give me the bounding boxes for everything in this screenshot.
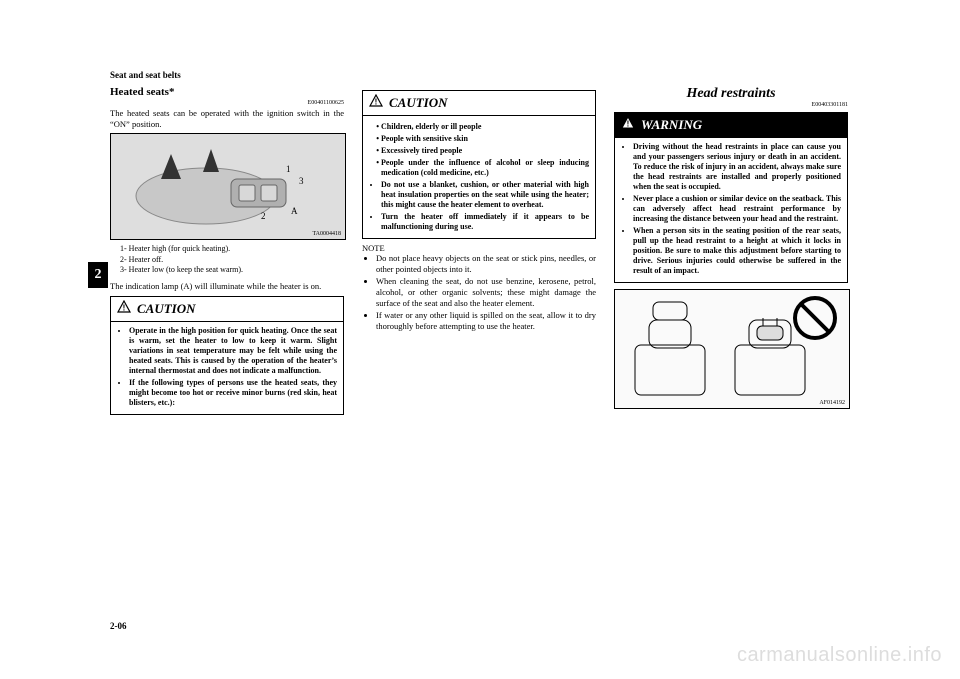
- warning-item: Never place a cushion or similar device …: [633, 194, 841, 224]
- caution-box: ! CAUTION Children, elderly or ill peopl…: [362, 90, 596, 239]
- svg-text:1: 1: [286, 164, 291, 174]
- warning-heading-text: WARNING: [641, 117, 702, 133]
- legend-item: 2- Heater off.: [120, 255, 344, 265]
- warning-triangle-icon: !: [369, 94, 383, 112]
- column-1: Heated seats* E00401100625 The heated se…: [110, 86, 344, 419]
- warning-triangle-icon: !: [117, 300, 131, 318]
- svg-text:!: !: [627, 120, 630, 129]
- note-item: Do not place heavy objects on the seat o…: [376, 253, 596, 274]
- caution-header: ! CAUTION: [111, 297, 343, 322]
- caution-box: ! CAUTION Operate in the high position f…: [110, 296, 344, 415]
- warning-item: Driving without the head restraints in p…: [633, 142, 841, 192]
- caution-item: Operate in the high position for quick h…: [129, 326, 337, 376]
- note-item: When cleaning the seat, do not use benzi…: [376, 276, 596, 308]
- ref-code: E00403301181: [614, 102, 848, 108]
- heated-seat-figure: 1 3 2 A TA0004418: [110, 133, 346, 240]
- intro-text: The heated seats can be operated with th…: [110, 108, 344, 129]
- note-list: Do not place heavy objects on the seat o…: [362, 253, 596, 331]
- legend-item: 1- Heater high (for quick heating).: [120, 244, 344, 254]
- figure-legend: 1- Heater high (for quick heating). 2- H…: [120, 244, 344, 275]
- chapter-tab: 2: [88, 262, 108, 288]
- caution-subitem: People with sensitive skin: [381, 134, 589, 144]
- caution-heading-text: CAUTION: [137, 301, 196, 317]
- caution-header: ! CAUTION: [363, 91, 595, 116]
- warning-box: ! WARNING Driving without the head restr…: [614, 112, 848, 283]
- caution-item: If the following types of persons use th…: [129, 378, 337, 408]
- svg-text:3: 3: [299, 176, 304, 186]
- after-legend-text: The indication lamp (A) will illuminate …: [110, 281, 344, 292]
- warning-item: When a person sits in the seating positi…: [633, 226, 841, 276]
- heated-seats-title: Heated seats*: [110, 86, 344, 98]
- caution-subitem: People under the influence of alcohol or…: [381, 158, 589, 178]
- caution-body: Operate in the high position for quick h…: [111, 322, 343, 414]
- note-label: NOTE: [362, 243, 596, 253]
- svg-text:!: !: [375, 98, 378, 107]
- warning-header: ! WARNING: [615, 113, 847, 138]
- column-3: Head restraints E00403301181 ! WARNING D…: [614, 86, 848, 419]
- column-layout: Heated seats* E00401100625 The heated se…: [110, 86, 850, 419]
- svg-text:!: !: [123, 304, 126, 313]
- caution-item: Do not use a blanket, cushion, or other …: [381, 180, 589, 210]
- page-number: 2-06: [110, 621, 127, 631]
- svg-text:A: A: [291, 206, 298, 216]
- caution-subitem: Children, elderly or ill people: [381, 122, 589, 132]
- watermark: carmanualsonline.info: [737, 644, 942, 667]
- head-restraints-title: Head restraints: [614, 86, 848, 102]
- caution-heading-text: CAUTION: [389, 95, 448, 111]
- warning-body: Driving without the head restraints in p…: [615, 138, 847, 282]
- figure-label: AF014192: [819, 400, 845, 406]
- warning-triangle-icon: !: [621, 116, 635, 134]
- ref-code: E00401100625: [110, 100, 344, 106]
- caution-subitem: Excessively tired people: [381, 146, 589, 156]
- legend-item: 3- Heater low (to keep the seat warm).: [120, 265, 344, 275]
- column-2: ! CAUTION Children, elderly or ill peopl…: [362, 86, 596, 419]
- caution-item: Turn the heater off immediately if it ap…: [381, 212, 589, 232]
- svg-text:2: 2: [261, 211, 266, 221]
- page-content: Seat and seat belts Heated seats* E00401…: [110, 70, 850, 610]
- running-header: Seat and seat belts: [110, 70, 850, 80]
- figure-label: TA0004418: [312, 231, 341, 237]
- head-restraint-figure: AF014192: [614, 289, 850, 409]
- note-item: If water or any other liquid is spilled …: [376, 310, 596, 331]
- caution-body: Children, elderly or ill people People w…: [363, 116, 595, 238]
